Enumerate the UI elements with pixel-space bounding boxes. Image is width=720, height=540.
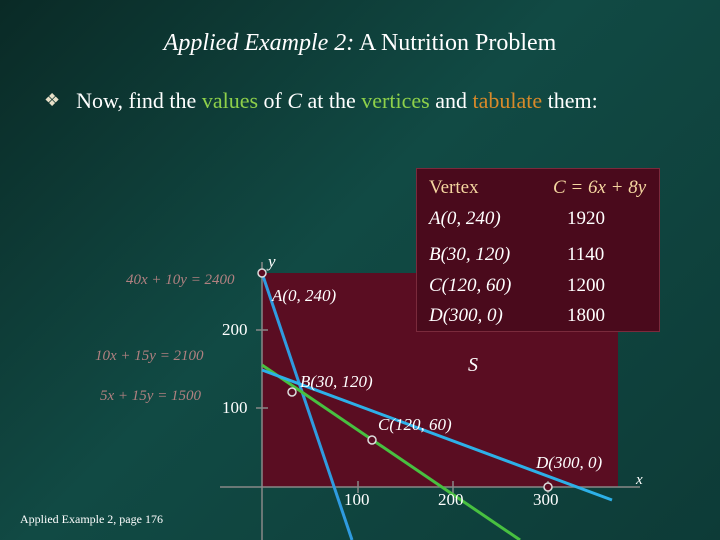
y-tick-label-200: 200: [222, 320, 248, 339]
table-cell-vertex: D(300, 0): [429, 305, 503, 326]
bullet-diamond-icon: ❖: [44, 90, 61, 110]
table-header-objective: C = 6x + 8y: [553, 177, 647, 198]
table-cell-vertex: A(0, 240): [429, 208, 501, 229]
x-axis-label: x: [636, 472, 643, 488]
table-header-vertex: Vertex: [429, 177, 479, 198]
table-cell-value: 1800: [567, 305, 605, 326]
vertex-value-table: Vertex C = 6x + 8y A(0, 240) 1920 B(30, …: [416, 168, 660, 332]
bullet-text-5: them:: [542, 88, 598, 113]
x-tick-label-100: 100: [344, 490, 370, 509]
table-cell-vertex: B(30, 120): [429, 244, 511, 265]
equation-2-label: 10x + 15y = 2100: [95, 348, 204, 364]
equation-1-label: 40x + 10y = 2400: [126, 272, 235, 288]
bullet-text-1: Now, find the: [76, 88, 202, 113]
vertex-b-point: [287, 387, 297, 397]
bullet-highlight-tabulate: tabulate: [472, 88, 543, 113]
slide-title: Applied Example 2: A Nutrition Problem: [0, 30, 720, 57]
bullet-highlight-vertices: vertices: [361, 88, 430, 113]
region-label: S: [468, 354, 478, 376]
footer-page-reference: Applied Example 2, page 176: [20, 512, 163, 526]
y-axis-label: y: [268, 252, 276, 271]
vertex-a-point: [257, 268, 267, 278]
vertex-a-label: A(0, 240): [272, 286, 337, 305]
bullet-text-3: at the: [302, 88, 362, 113]
y-tick-label-100: 100: [222, 398, 248, 417]
vertex-d-point: [543, 482, 553, 492]
constraint-line-1: [260, 272, 354, 540]
x-tick-label-200: 200: [438, 490, 464, 509]
equation-3-label: 5x + 15y = 1500: [100, 388, 202, 404]
constraint-line-2: [261, 363, 521, 540]
bullet-var-c: C: [287, 88, 303, 113]
table-cell-vertex: C(120, 60): [429, 275, 512, 296]
bullet-text-4: and: [429, 88, 473, 113]
vertex-d-label: D(300, 0): [536, 453, 603, 472]
bullet-highlight-values: values: [201, 88, 259, 113]
vertex-c-label: C(120, 60): [378, 415, 452, 434]
x-tick-label-300: 300: [533, 490, 559, 509]
table-cell-value: 1140: [567, 244, 605, 265]
constraint-line-3: [261, 368, 613, 502]
table-cell-value: 1920: [567, 208, 605, 229]
vertex-b-label: B(30, 120): [300, 372, 373, 391]
title-italic: Applied Example 2:: [163, 30, 355, 56]
title-rest: A Nutrition Problem: [358, 30, 557, 56]
bullet-point: ❖ Now, find the values of C at the vertic…: [44, 88, 598, 114]
bullet-text-2: of: [258, 88, 288, 113]
vertex-c-point: [367, 435, 377, 445]
table-cell-value: 1200: [567, 275, 605, 296]
